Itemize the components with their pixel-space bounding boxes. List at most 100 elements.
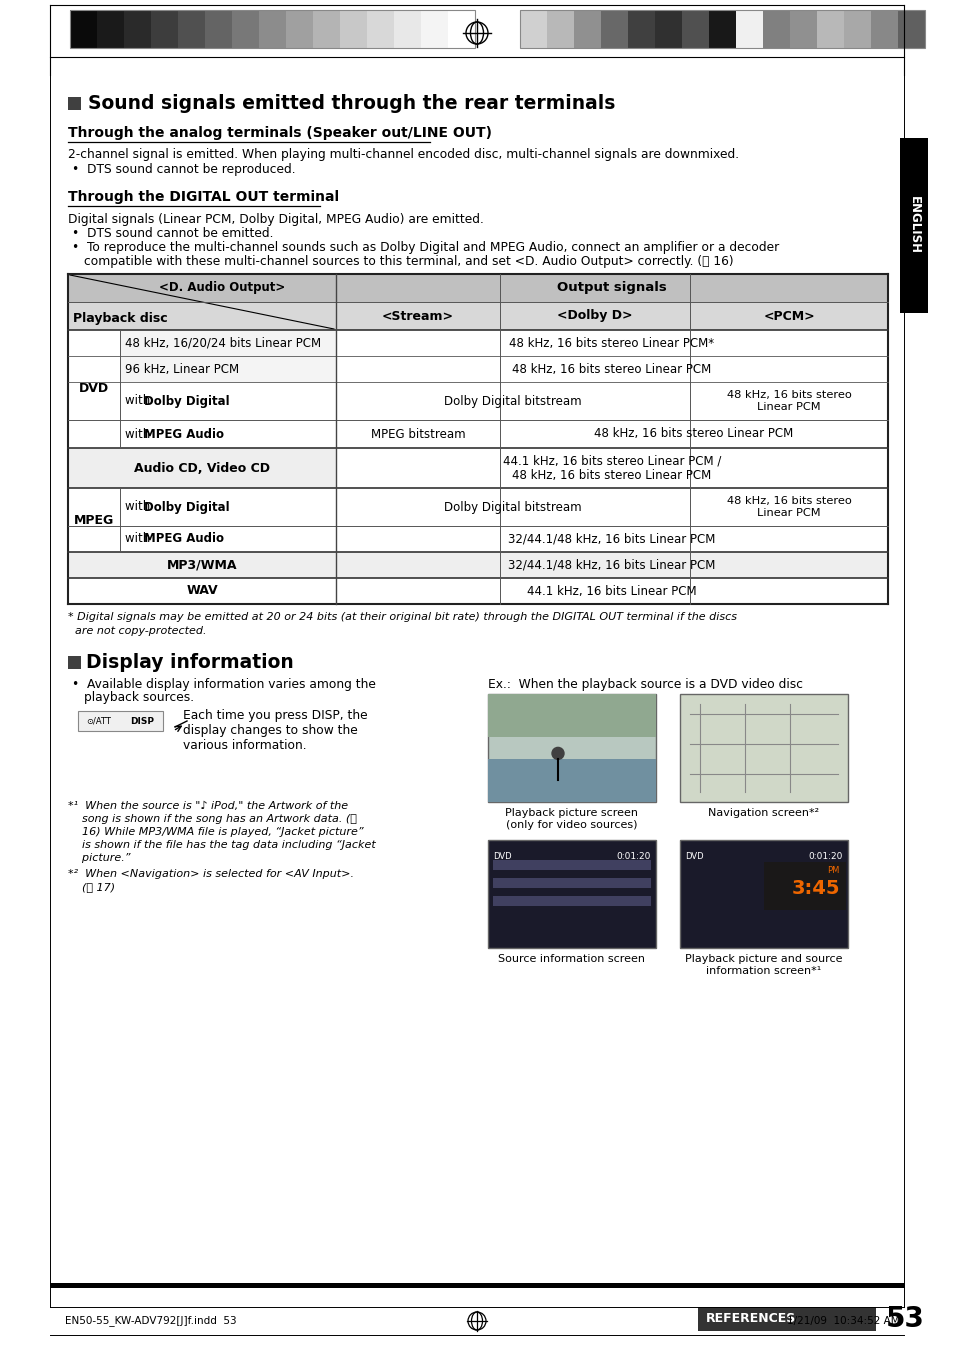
Text: 96 kHz, Linear PCM: 96 kHz, Linear PCM bbox=[125, 362, 239, 376]
Text: •  DTS sound cannot be emitted.: • DTS sound cannot be emitted. bbox=[71, 227, 274, 241]
Bar bbox=[124, 9, 151, 49]
Bar bbox=[258, 9, 286, 49]
Text: ENGLISH: ENGLISH bbox=[906, 196, 920, 254]
Text: Output signals: Output signals bbox=[557, 281, 666, 295]
Text: playback sources.: playback sources. bbox=[84, 691, 193, 704]
Bar bbox=[708, 9, 735, 49]
Bar bbox=[698, 1307, 875, 1330]
Text: MPEG Audio: MPEG Audio bbox=[144, 533, 224, 545]
Text: Each time you press DISP, the
display changes to show the
various information.: Each time you press DISP, the display ch… bbox=[183, 708, 367, 752]
Text: 32/44.1/48 kHz, 16 bits Linear PCM: 32/44.1/48 kHz, 16 bits Linear PCM bbox=[508, 533, 715, 545]
Bar bbox=[546, 9, 574, 49]
Bar bbox=[897, 9, 924, 49]
Text: Audio CD, Video CD: Audio CD, Video CD bbox=[133, 461, 270, 475]
Text: ⊙/ATT: ⊙/ATT bbox=[86, 717, 111, 726]
Text: *²  When <Navigation> is selected for <AV Input>.: *² When <Navigation> is selected for <AV… bbox=[68, 869, 354, 879]
Text: DVD: DVD bbox=[79, 383, 109, 396]
Text: compatible with these multi-channel sources to this terminal, and set <D. Audio : compatible with these multi-channel sour… bbox=[84, 256, 733, 268]
Text: 48 kHz, 16/20/24 bits Linear PCM: 48 kHz, 16/20/24 bits Linear PCM bbox=[125, 337, 321, 350]
Text: Dolby Digital bitstream: Dolby Digital bitstream bbox=[444, 395, 581, 407]
Text: MPEG bitstream: MPEG bitstream bbox=[371, 427, 465, 441]
Bar bbox=[493, 896, 650, 906]
Text: Digital signals (Linear PCM, Dolby Digital, MPEG Audio) are emitted.: Digital signals (Linear PCM, Dolby Digit… bbox=[68, 214, 483, 226]
Bar bbox=[488, 694, 656, 737]
Bar bbox=[313, 9, 339, 49]
Bar bbox=[339, 9, 367, 49]
Text: MPEG: MPEG bbox=[73, 514, 114, 526]
Text: (Ⓜ 17): (Ⓜ 17) bbox=[68, 882, 115, 892]
Bar bbox=[286, 9, 313, 49]
Bar bbox=[870, 9, 897, 49]
Text: Dolby Digital: Dolby Digital bbox=[144, 395, 230, 407]
Bar bbox=[574, 9, 600, 49]
Bar bbox=[120, 330, 335, 356]
Text: •  DTS sound cannot be reproduced.: • DTS sound cannot be reproduced. bbox=[71, 164, 295, 176]
Text: Through the analog terminals (Speaker out/LINE OUT): Through the analog terminals (Speaker ou… bbox=[68, 126, 492, 141]
Text: 48 kHz, 16 bits stereo
Linear PCM: 48 kHz, 16 bits stereo Linear PCM bbox=[726, 496, 850, 518]
Text: Display information: Display information bbox=[86, 653, 294, 672]
Bar bbox=[68, 274, 335, 301]
Bar bbox=[681, 9, 708, 49]
Bar bbox=[679, 840, 847, 948]
Text: 48 kHz, 16 bits stereo Linear PCM: 48 kHz, 16 bits stereo Linear PCM bbox=[512, 362, 711, 376]
Text: Playback picture screen
(only for video sources): Playback picture screen (only for video … bbox=[505, 808, 638, 830]
Bar bbox=[488, 758, 656, 802]
Bar bbox=[70, 9, 97, 49]
Bar bbox=[68, 97, 81, 110]
Text: <Stream>: <Stream> bbox=[381, 310, 454, 323]
Bar bbox=[335, 274, 887, 301]
Text: song is shown if the song has an Artwork data. (Ⓜ: song is shown if the song has an Artwork… bbox=[68, 814, 356, 823]
Text: is shown if the file has the tag data including “Jacket: is shown if the file has the tag data in… bbox=[68, 840, 375, 850]
Text: 44.1 kHz, 16 bits stereo Linear PCM /
48 kHz, 16 bits stereo Linear PCM: 44.1 kHz, 16 bits stereo Linear PCM / 48… bbox=[502, 454, 720, 483]
Bar bbox=[367, 9, 394, 49]
Text: * Digital signals may be emitted at 20 or 24 bits (at their original bit rate) t: * Digital signals may be emitted at 20 o… bbox=[68, 612, 737, 622]
Bar bbox=[763, 861, 845, 910]
Text: Through the DIGITAL OUT terminal: Through the DIGITAL OUT terminal bbox=[68, 191, 338, 204]
Text: REFERENCES: REFERENCES bbox=[705, 1313, 796, 1325]
Bar bbox=[627, 9, 655, 49]
Text: DVD: DVD bbox=[493, 852, 511, 861]
Text: 48 kHz, 16 bits stereo Linear PCM: 48 kHz, 16 bits stereo Linear PCM bbox=[594, 427, 793, 441]
Bar bbox=[97, 9, 124, 49]
Bar bbox=[178, 9, 205, 49]
Text: 16) While MP3/WMA file is played, “Jacket picture”: 16) While MP3/WMA file is played, “Jacke… bbox=[68, 827, 363, 837]
Text: 3:45: 3:45 bbox=[791, 879, 840, 898]
Bar bbox=[762, 9, 789, 49]
Text: Dolby Digital: Dolby Digital bbox=[144, 500, 230, 514]
Text: 0:01:20: 0:01:20 bbox=[808, 852, 842, 861]
Text: 1/21/09  10:34:52 AM: 1/21/09 10:34:52 AM bbox=[786, 1315, 899, 1326]
Bar bbox=[816, 9, 843, 49]
Text: DISP: DISP bbox=[130, 717, 153, 726]
Bar bbox=[600, 9, 627, 49]
Text: with: with bbox=[125, 427, 153, 441]
Text: picture.”: picture.” bbox=[68, 853, 131, 863]
Bar bbox=[899, 138, 927, 314]
Circle shape bbox=[552, 748, 563, 760]
Text: •  Available display information varies among the: • Available display information varies a… bbox=[71, 677, 375, 691]
Text: <PCM>: <PCM> bbox=[762, 310, 814, 323]
Text: Source information screen: Source information screen bbox=[498, 955, 645, 964]
Text: <D. Audio Output>: <D. Audio Output> bbox=[159, 281, 285, 295]
Text: 48 kHz, 16 bits stereo
Linear PCM: 48 kHz, 16 bits stereo Linear PCM bbox=[726, 391, 850, 412]
Text: DVD: DVD bbox=[684, 852, 703, 861]
Text: 48 kHz, 16 bits stereo Linear PCM*: 48 kHz, 16 bits stereo Linear PCM* bbox=[509, 337, 714, 350]
Bar bbox=[68, 552, 887, 579]
Text: PM: PM bbox=[827, 865, 840, 875]
Text: Playback picture and source
information screen*¹: Playback picture and source information … bbox=[684, 955, 841, 976]
Text: MP3/WMA: MP3/WMA bbox=[167, 558, 237, 572]
Bar bbox=[394, 9, 420, 49]
Bar bbox=[655, 9, 681, 49]
Bar bbox=[519, 9, 924, 49]
Bar bbox=[488, 840, 656, 948]
Bar bbox=[420, 9, 448, 49]
Bar bbox=[151, 9, 178, 49]
Bar bbox=[335, 301, 887, 330]
Bar bbox=[70, 9, 475, 49]
Bar bbox=[78, 711, 163, 731]
Text: Navigation screen*²: Navigation screen*² bbox=[708, 808, 819, 818]
Bar bbox=[493, 860, 650, 869]
Text: •  To reproduce the multi-channel sounds such as Dolby Digital and MPEG Audio, c: • To reproduce the multi-channel sounds … bbox=[71, 241, 779, 254]
Text: 0:01:20: 0:01:20 bbox=[616, 852, 650, 861]
Bar bbox=[68, 301, 335, 330]
Text: Sound signals emitted through the rear terminals: Sound signals emitted through the rear t… bbox=[88, 95, 615, 114]
